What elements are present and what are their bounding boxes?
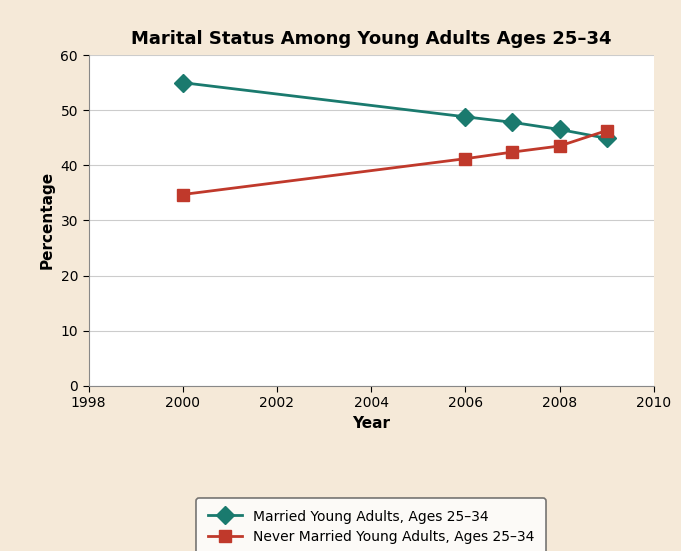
Never Married Young Adults, Ages 25–34 [461, 155, 469, 162]
Married Young Adults, Ages 25–34 [461, 114, 469, 120]
Line: Married Young Adults, Ages 25–34: Married Young Adults, Ages 25–34 [176, 77, 613, 144]
X-axis label: Year: Year [352, 415, 390, 431]
Title: Marital Status Among Young Adults Ages 25–34: Marital Status Among Young Adults Ages 2… [131, 30, 612, 48]
Never Married Young Adults, Ages 25–34 [508, 149, 516, 155]
Never Married Young Adults, Ages 25–34 [178, 191, 187, 198]
Never Married Young Adults, Ages 25–34 [556, 143, 564, 149]
Married Young Adults, Ages 25–34 [603, 135, 611, 142]
Legend: Married Young Adults, Ages 25–34, Never Married Young Adults, Ages 25–34: Married Young Adults, Ages 25–34, Never … [196, 499, 546, 551]
Married Young Adults, Ages 25–34 [556, 126, 564, 133]
Married Young Adults, Ages 25–34 [178, 79, 187, 86]
Never Married Young Adults, Ages 25–34 [603, 127, 611, 134]
Married Young Adults, Ages 25–34 [508, 119, 516, 126]
Line: Never Married Young Adults, Ages 25–34: Never Married Young Adults, Ages 25–34 [177, 125, 612, 200]
Y-axis label: Percentage: Percentage [40, 171, 55, 269]
